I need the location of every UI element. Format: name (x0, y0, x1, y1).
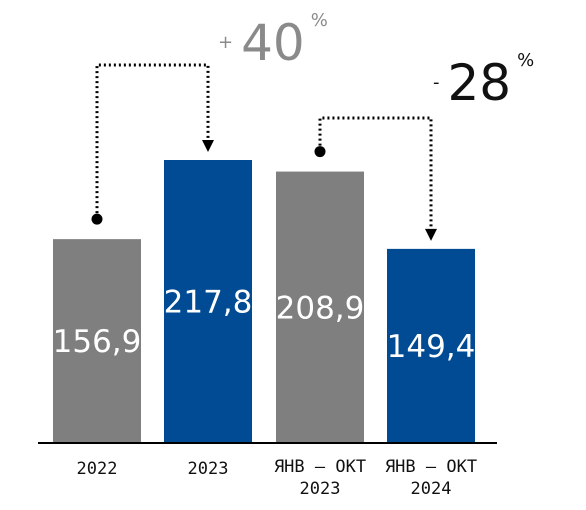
change-unit-0: % (311, 10, 328, 31)
bar-2 (276, 171, 364, 444)
category-label-3-1: 2024 (411, 479, 452, 499)
connector-arrowhead-0 (202, 140, 214, 152)
category-label-0-0: 2022 (77, 459, 118, 479)
change-unit-1: % (517, 50, 534, 71)
bar-value-label-0: 156,9 (53, 324, 142, 360)
bar-value-label-2: 208,9 (276, 290, 365, 326)
change-connector-1 (318, 116, 433, 231)
change-value-0: 40 (241, 14, 305, 72)
change-annotation-1: -28% (433, 50, 534, 112)
change-connectors (91, 63, 437, 241)
bars-group: 156,9 217,8 208,9 149,4 (53, 160, 476, 444)
connector-arrowhead-1 (425, 228, 437, 241)
bar-1 (164, 160, 252, 443)
category-label-2-1: 2023 (300, 479, 341, 499)
change-sign-1: - (433, 72, 440, 93)
connector-start-dot-0 (91, 213, 103, 225)
change-annotations: +40 %- 28% (218, 10, 534, 112)
category-label-2-0: ЯНВ – ОКТ (274, 457, 366, 477)
connector-start-dot-1 (314, 146, 326, 158)
bar-value-label-1: 217,8 (164, 285, 253, 321)
change-annotation-0: +40% (218, 10, 328, 72)
category-label-1-0: 2023 (188, 459, 229, 479)
change-connector-0 (95, 63, 210, 219)
bar-0 (53, 239, 141, 443)
bar-3 (387, 248, 475, 443)
change-value-1: 28 (448, 54, 512, 112)
change-sign-0: + (218, 32, 233, 53)
category-label-3-0: ЯНВ – ОКТ (385, 457, 477, 477)
bar-value-label-3: 149,4 (387, 329, 476, 365)
